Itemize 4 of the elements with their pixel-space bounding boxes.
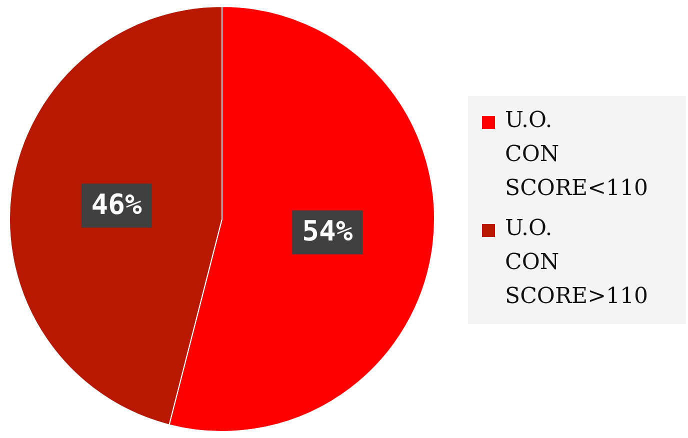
legend-label: U.O. CON SCORE<110 [505,107,649,203]
legend-label: U.O. CON SCORE>110 [505,215,649,311]
data-label: 46% [91,188,142,221]
data-label: 54% [302,214,353,248]
